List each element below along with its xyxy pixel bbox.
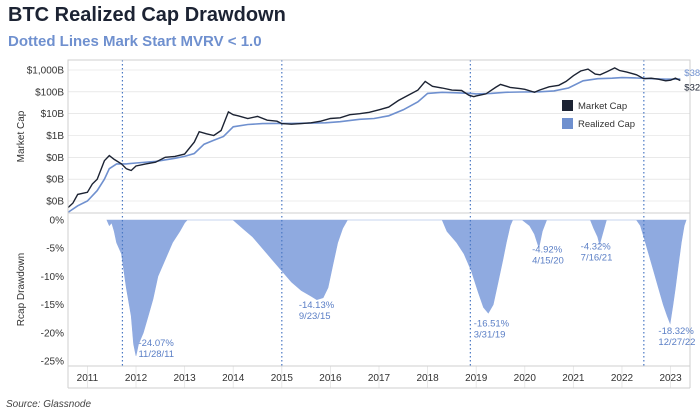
y-tick-label-top: $100B — [35, 87, 64, 98]
x-tick-label: 2020 — [514, 373, 537, 384]
y-tick-label-bottom: -5% — [46, 244, 64, 255]
legend-label-market-cap: Market Cap — [578, 101, 627, 112]
chart-subtitle: Dotted Lines Mark Start MVRV < 1.0 — [8, 33, 262, 50]
y-tick-label-top: $1B — [46, 131, 64, 142]
y-tick-label-bottom: 0% — [50, 216, 65, 227]
legend-swatch-realized-cap — [562, 118, 573, 129]
y-tick-label-bottom: -25% — [41, 357, 64, 368]
x-tick-label: 2017 — [368, 373, 391, 384]
y-tick-label-top: $1,000B — [27, 66, 65, 77]
end-label-market-cap: $322B — [684, 83, 700, 94]
x-tick-label: 2012 — [125, 373, 148, 384]
drawdown-area — [106, 219, 687, 356]
legend-label-realized-cap: Realized Cap — [578, 119, 635, 130]
y-axis-label-market-cap: Market Cap — [16, 110, 27, 162]
x-tick-label: 2014 — [222, 373, 245, 384]
price-lines — [67, 67, 681, 214]
drawdown-annotation-date: 12/27/22 — [658, 337, 695, 348]
x-tick-label: 2019 — [465, 373, 488, 384]
drawdown-annotation-value: -4.32% — [581, 241, 612, 252]
tick-labels: $1,000B $100B $10B $1B $0B $0B $0B 0% -5% -10% -15… — [27, 66, 682, 385]
x-tick-label: 2011 — [77, 373, 99, 384]
drawdown-annotation-date: 9/23/15 — [299, 311, 331, 322]
realized-cap-line — [67, 76, 681, 214]
drawdown-annotation-value: -4.92% — [532, 245, 563, 256]
drawdown-annotation-date: 4/15/20 — [532, 256, 564, 267]
x-tick-label: 2021 — [562, 373, 585, 384]
annotations: $382B $322B -24.07%11/28/11 -14.13%9/23/15 -… — [138, 68, 700, 360]
gridlines — [68, 69, 690, 388]
drawdown-annotation-date: 11/28/11 — [138, 349, 174, 360]
x-tick-label: 2013 — [174, 373, 197, 384]
drawdown-annotation-value: -24.07% — [138, 338, 174, 349]
x-tick-label: 2018 — [416, 373, 439, 384]
source-note: Source: Glassnode — [6, 399, 92, 410]
legend: Market Cap Realized Cap — [562, 100, 635, 130]
drawdown-series — [106, 219, 687, 356]
chart-title: BTC Realized Cap Drawdown — [8, 4, 286, 26]
y-tick-label-top: $0B — [46, 153, 64, 164]
drawdown-annotation-value: -16.51% — [474, 319, 510, 330]
drawdown-annotation-date: 7/16/21 — [581, 252, 613, 263]
market-cap-line — [67, 67, 681, 209]
x-tick-label: 2022 — [611, 373, 634, 384]
y-tick-label-top: $0B — [46, 175, 64, 186]
drawdown-annotation-value: -18.32% — [658, 326, 694, 337]
y-tick-label-bottom: -15% — [41, 300, 64, 311]
y-tick-label-bottom: -10% — [41, 272, 64, 283]
legend-swatch-market-cap — [562, 100, 573, 111]
x-tick-label: 2016 — [319, 373, 342, 384]
y-axis-label-drawdown: Rcap Drawdown — [16, 253, 27, 326]
end-label-realized-cap: $382B — [684, 68, 700, 79]
drawdown-annotation-value: -14.13% — [299, 300, 335, 311]
drawdown-annotation-date: 3/31/19 — [474, 330, 506, 341]
y-tick-label-top: $10B — [41, 109, 65, 120]
y-tick-label-top: $0B — [46, 197, 64, 208]
axes: Market Cap Rcap Drawdown — [16, 59, 691, 389]
y-tick-label-bottom: -20% — [41, 328, 64, 339]
x-tick-label: 2015 — [271, 373, 294, 384]
x-tick-label: 2023 — [659, 373, 682, 384]
